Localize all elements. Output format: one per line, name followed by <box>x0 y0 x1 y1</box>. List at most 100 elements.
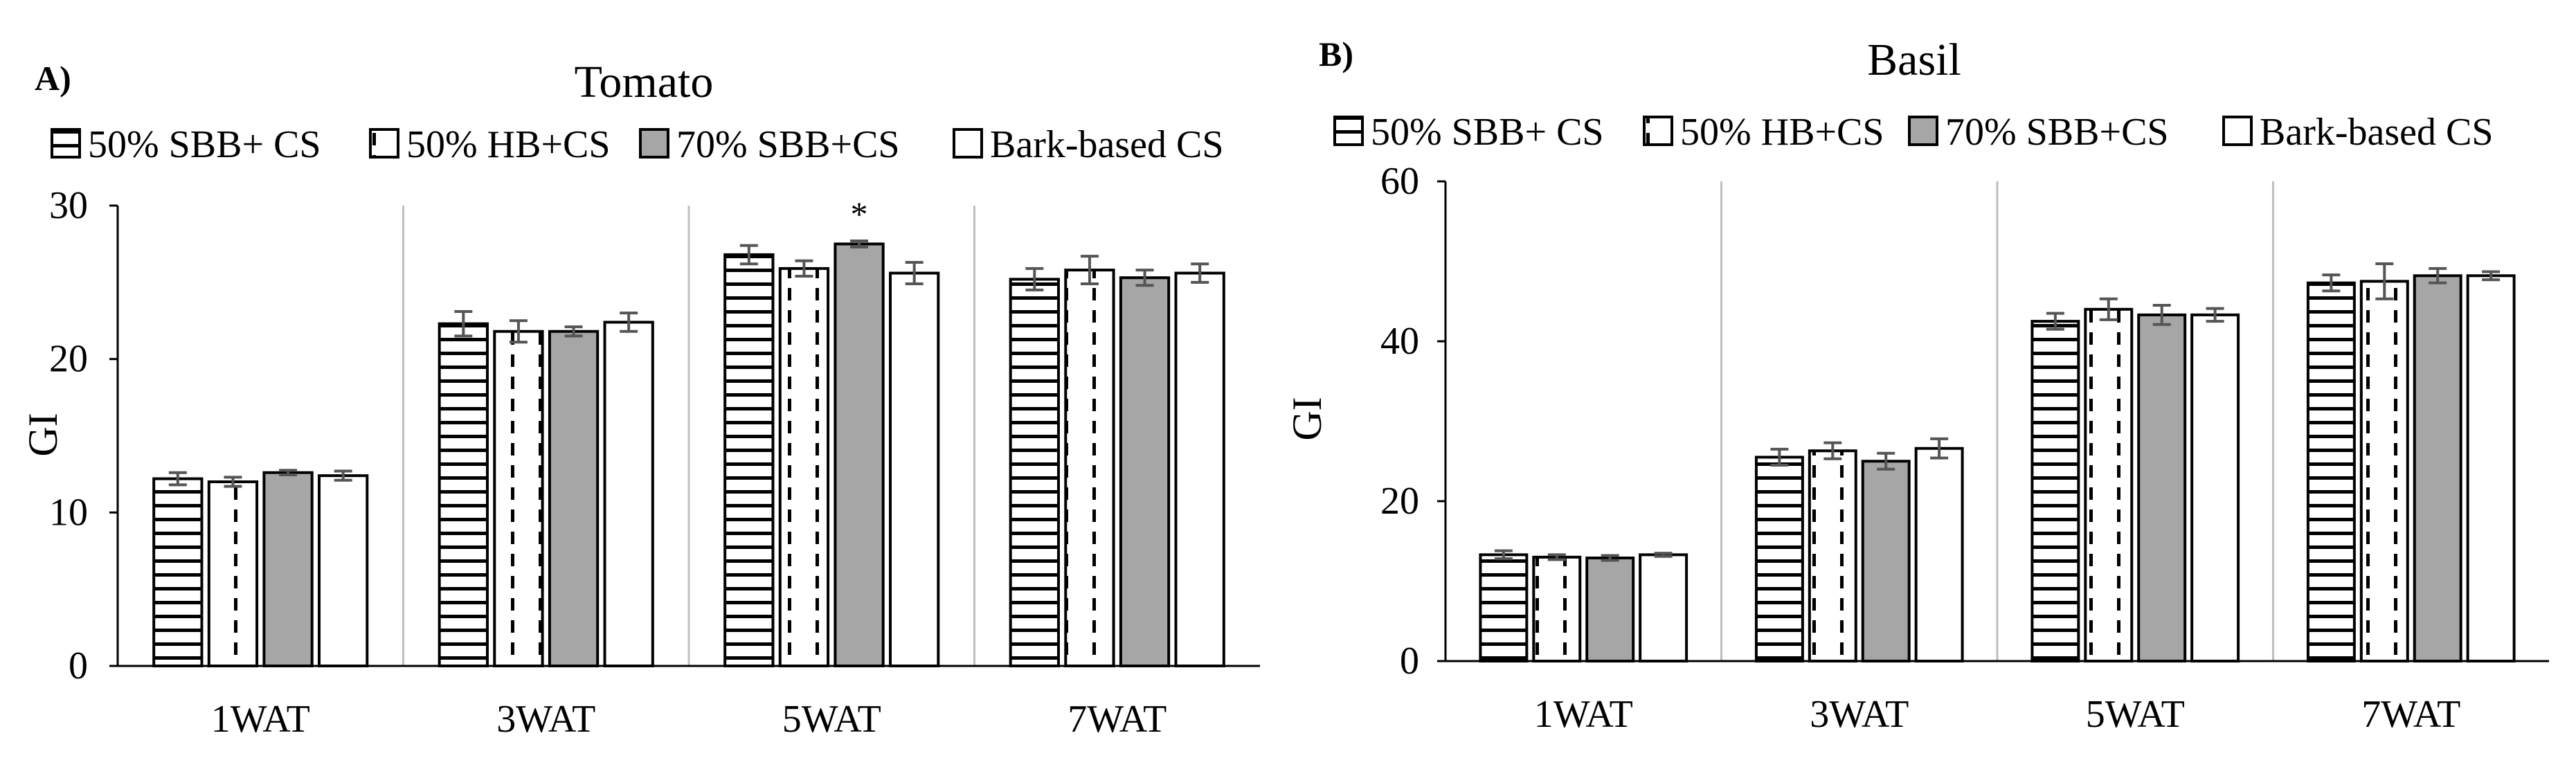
error-bar <box>2152 304 2171 326</box>
legend-label: Bark-based CS <box>990 123 1224 166</box>
x-tick-label: 5WAT <box>2086 693 2185 736</box>
panel-label: A) <box>35 59 71 98</box>
legend-swatch <box>953 128 983 159</box>
plot-area: 0 20 40 60 1WAT 3WAT 5WAT 7WAT <box>1380 160 2549 736</box>
error-bar <box>1191 262 1209 284</box>
bar <box>318 474 369 668</box>
y-tick-label: 40 <box>1380 320 1419 363</box>
bar <box>889 271 940 667</box>
legend-label: 50% SBB+ CS <box>88 123 321 166</box>
bar <box>2030 320 2080 662</box>
basil-panel: B) Basil 50% SBB+ CS 50% HB+CS 70% SBB+CS B… <box>1284 35 2549 736</box>
error-bar <box>454 309 473 338</box>
error-bar <box>279 469 298 477</box>
error-bar <box>2322 273 2341 293</box>
plot-area: 0 10 20 30 1WAT 3WAT 5WAT 7WAT * <box>49 184 1260 741</box>
legend-swatch <box>1643 116 1673 146</box>
bar <box>493 330 544 667</box>
error-bar <box>2046 312 2064 331</box>
y-tick-label: 60 <box>1380 160 1419 203</box>
bar <box>1861 460 1911 662</box>
significance-marker: * <box>851 195 868 233</box>
legend-label: 70% SBB+CS <box>1945 111 2169 154</box>
error-bar <box>795 259 813 278</box>
x-tick-label: 7WAT <box>1068 698 1167 741</box>
bar <box>2137 313 2187 662</box>
error-bar <box>1080 255 1099 286</box>
panel-label: B) <box>1319 35 1353 73</box>
x-tick-label: 1WAT <box>1534 693 1633 736</box>
bar <box>2084 307 2134 662</box>
error-bar <box>2099 297 2118 321</box>
y-tick-label: 20 <box>49 338 88 381</box>
legend-label: 50% HB+CS <box>406 123 611 166</box>
bar <box>1914 446 1964 663</box>
x-tick-label: 1WAT <box>211 698 310 741</box>
x-tick-label: 3WAT <box>496 698 595 741</box>
x-tick-label: 3WAT <box>1810 693 1909 736</box>
tomato-panel: A) Tomato 50% SBB+ CS 50% HB+CS 70% SBB+CS… <box>20 57 1260 741</box>
legend-swatch <box>1908 116 1938 146</box>
error-bar <box>620 312 638 333</box>
error-bar <box>564 325 583 338</box>
bar <box>2306 281 2356 662</box>
legend-item: 70% SBB+CS <box>1908 111 2169 154</box>
error-bar <box>1547 553 1566 561</box>
bar <box>1585 557 1635 662</box>
legend-item: Bark-based CS <box>953 123 1224 166</box>
chart-title: Basil <box>1867 35 1961 85</box>
x-tick-label: 7WAT <box>2361 693 2460 736</box>
y-axis-label: GI <box>1284 397 1330 440</box>
legend: 50% SBB+ CS 50% HB+CS 70% SBB+CS Bark-based… <box>1333 111 2494 154</box>
legend-label: 70% SBB+CS <box>676 123 900 166</box>
error-bar <box>1770 447 1789 467</box>
legend-item: Bark-based CS <box>2222 111 2494 154</box>
error-bar <box>1135 269 1154 287</box>
error-bar <box>850 239 869 249</box>
bar <box>2190 313 2240 662</box>
error-bar <box>334 469 352 482</box>
error-bar <box>1877 451 1895 471</box>
legend-label: 50% SBB+ CS <box>1371 111 1604 154</box>
error-bar <box>1025 267 1044 291</box>
legend-item: 70% SBB+CS <box>639 123 900 166</box>
legend-item: 50% HB+CS <box>369 123 611 166</box>
bar <box>438 322 489 667</box>
error-bar <box>2429 267 2447 285</box>
bar <box>778 267 830 667</box>
bar <box>548 330 600 667</box>
bar <box>1639 553 1688 663</box>
legend-item: 50% SBB+ CS <box>51 123 321 166</box>
error-bar <box>224 476 242 488</box>
y-tick-label: 20 <box>1380 480 1419 523</box>
bar <box>1064 269 1115 668</box>
legend-swatch <box>369 128 399 159</box>
y-tick-label: 0 <box>69 644 88 687</box>
bar <box>1009 278 1060 667</box>
bar <box>1174 271 1225 667</box>
bar <box>1479 553 1529 663</box>
error-bar <box>2375 262 2394 300</box>
error-bar <box>1494 549 1513 561</box>
error-bar <box>1823 441 1842 460</box>
error-bar <box>905 261 924 286</box>
legend-swatch <box>1333 116 1364 146</box>
error-bar <box>509 319 528 344</box>
bar <box>262 471 314 667</box>
legend-label: Bark-based CS <box>2260 111 2494 154</box>
bar <box>2413 274 2462 663</box>
bar <box>2466 274 2516 663</box>
legend-item: 50% SBB+ CS <box>1333 111 1604 154</box>
bar <box>1754 455 1804 662</box>
y-tick-label: 10 <box>49 491 88 534</box>
legend-swatch <box>639 128 669 159</box>
bar <box>603 321 654 667</box>
error-bar <box>1930 437 1949 460</box>
bar <box>207 480 259 667</box>
error-bar <box>739 244 758 266</box>
legend-swatch <box>51 128 81 159</box>
y-tick-label: 30 <box>49 184 88 227</box>
x-tick-label: 5WAT <box>782 698 881 741</box>
bar <box>1808 449 1857 662</box>
bar <box>723 253 775 667</box>
